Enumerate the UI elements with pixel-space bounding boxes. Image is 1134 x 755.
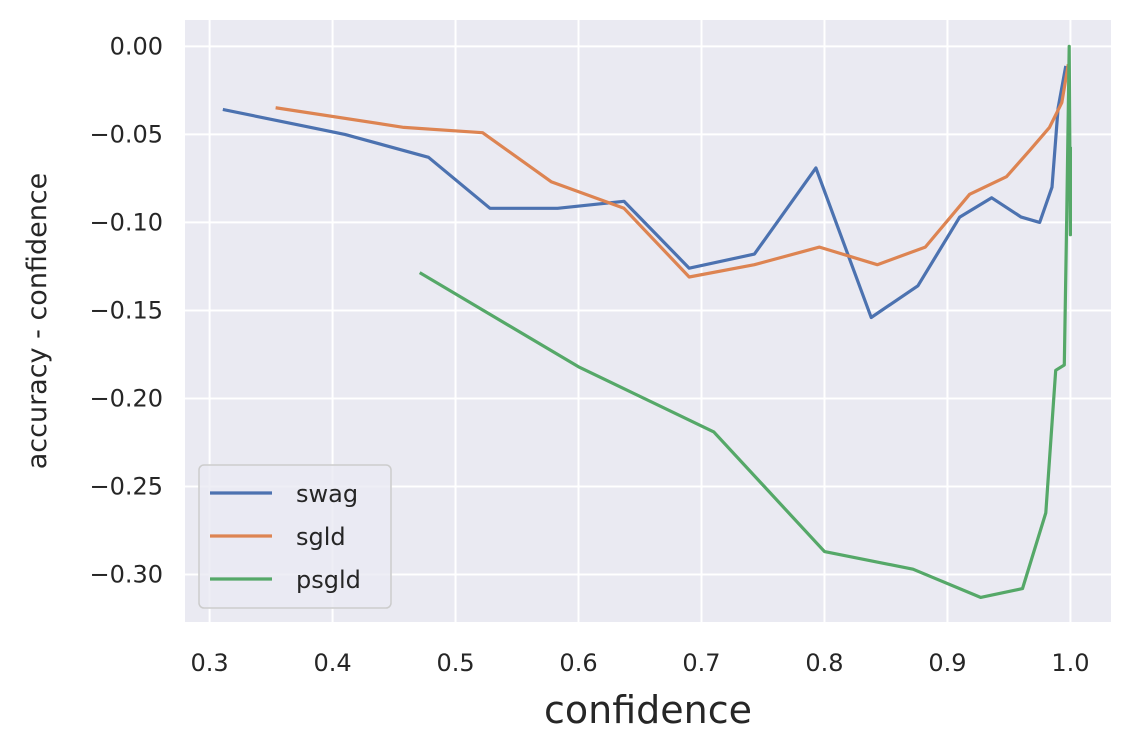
y-tick-label: −0.05 [89, 120, 163, 148]
x-tick-label: 0.7 [682, 649, 720, 677]
x-tick-label: 0.3 [191, 649, 229, 677]
legend-label-swag: swag [296, 480, 358, 508]
y-tick-label: −0.25 [89, 472, 163, 500]
y-tick-label: −0.15 [89, 296, 163, 324]
x-tick-label: 0.6 [559, 649, 597, 677]
legend-label-psgld: psgld [296, 566, 361, 594]
x-tick-label: 1.0 [1051, 649, 1089, 677]
x-axis-ticks: 0.3 0.4 0.5 0.6 0.7 0.8 0.9 1.0 [191, 649, 1090, 677]
y-axis-title: accuracy - confidence [22, 173, 53, 470]
y-tick-label: −0.30 [89, 560, 163, 588]
y-tick-label: −0.10 [89, 208, 163, 236]
series-line-sgld [275, 63, 1070, 279]
x-tick-label: 0.9 [928, 649, 966, 677]
y-axis-ticks: 0.00 −0.05 −0.10 −0.15 −0.20 −0.25 −0.30 [89, 32, 163, 588]
y-tick-label: −0.20 [89, 384, 163, 412]
series-line-swag [222, 65, 1068, 320]
legend-box [198, 464, 392, 609]
series-layer [222, 44, 1072, 599]
x-tick-label: 0.8 [805, 649, 843, 677]
x-tick-label: 0.5 [436, 649, 474, 677]
x-tick-label: 0.4 [313, 649, 351, 677]
y-tick-label: 0.00 [110, 32, 163, 60]
legend: swag sgld psgld [198, 464, 392, 609]
legend-label-sgld: sgld [296, 523, 346, 551]
series-line-psgld [418, 44, 1072, 599]
x-axis-title: confidence [544, 688, 752, 732]
